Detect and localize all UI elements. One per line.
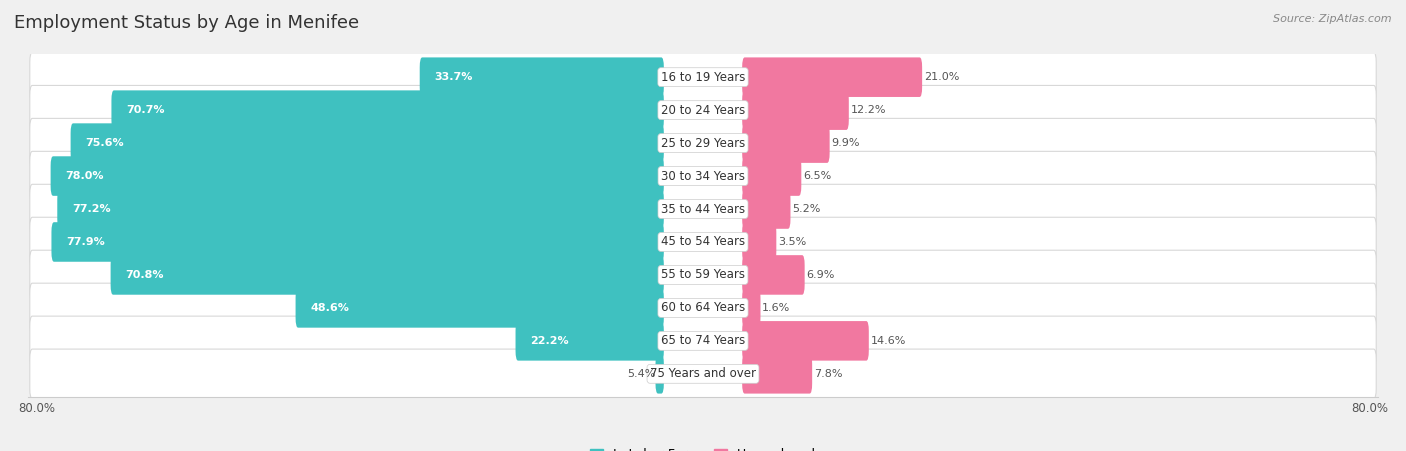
FancyBboxPatch shape: [30, 184, 1376, 234]
FancyBboxPatch shape: [30, 349, 1376, 399]
Text: 3.5%: 3.5%: [778, 237, 806, 247]
FancyBboxPatch shape: [70, 123, 664, 163]
FancyBboxPatch shape: [30, 52, 1376, 102]
Text: 75.6%: 75.6%: [86, 138, 124, 148]
FancyBboxPatch shape: [742, 288, 761, 328]
FancyBboxPatch shape: [30, 250, 1376, 299]
FancyBboxPatch shape: [742, 189, 790, 229]
Text: 75 Years and over: 75 Years and over: [650, 367, 756, 380]
Text: 5.2%: 5.2%: [792, 204, 821, 214]
Text: 65 to 74 Years: 65 to 74 Years: [661, 334, 745, 347]
FancyBboxPatch shape: [30, 217, 1376, 267]
Text: 14.6%: 14.6%: [870, 336, 905, 346]
Text: 48.6%: 48.6%: [311, 303, 350, 313]
Text: 20 to 24 Years: 20 to 24 Years: [661, 104, 745, 117]
FancyBboxPatch shape: [742, 123, 830, 163]
Text: 45 to 54 Years: 45 to 54 Years: [661, 235, 745, 249]
FancyBboxPatch shape: [742, 222, 776, 262]
FancyBboxPatch shape: [58, 189, 664, 229]
Text: 22.2%: 22.2%: [530, 336, 569, 346]
FancyBboxPatch shape: [52, 222, 664, 262]
Text: Employment Status by Age in Menifee: Employment Status by Age in Menifee: [14, 14, 359, 32]
Text: 16 to 19 Years: 16 to 19 Years: [661, 71, 745, 84]
Text: 12.2%: 12.2%: [851, 105, 886, 115]
Text: 55 to 59 Years: 55 to 59 Years: [661, 268, 745, 281]
Text: 70.8%: 70.8%: [125, 270, 165, 280]
FancyBboxPatch shape: [655, 354, 664, 394]
Text: Source: ZipAtlas.com: Source: ZipAtlas.com: [1274, 14, 1392, 23]
FancyBboxPatch shape: [516, 321, 664, 361]
FancyBboxPatch shape: [742, 57, 922, 97]
Text: 7.8%: 7.8%: [814, 369, 842, 379]
FancyBboxPatch shape: [742, 156, 801, 196]
Legend: In Labor Force, Unemployed: In Labor Force, Unemployed: [585, 443, 821, 451]
Text: 5.4%: 5.4%: [627, 369, 655, 379]
FancyBboxPatch shape: [420, 57, 664, 97]
Text: 1.6%: 1.6%: [762, 303, 790, 313]
Text: 78.0%: 78.0%: [66, 171, 104, 181]
FancyBboxPatch shape: [30, 118, 1376, 168]
Text: 60 to 64 Years: 60 to 64 Years: [661, 301, 745, 314]
FancyBboxPatch shape: [30, 152, 1376, 201]
Text: 77.2%: 77.2%: [72, 204, 111, 214]
Text: 25 to 29 Years: 25 to 29 Years: [661, 137, 745, 150]
Text: 70.7%: 70.7%: [127, 105, 165, 115]
Text: 6.5%: 6.5%: [803, 171, 831, 181]
FancyBboxPatch shape: [111, 90, 664, 130]
Text: 33.7%: 33.7%: [434, 72, 472, 82]
Text: 21.0%: 21.0%: [924, 72, 959, 82]
FancyBboxPatch shape: [30, 85, 1376, 135]
FancyBboxPatch shape: [295, 288, 664, 328]
FancyBboxPatch shape: [742, 90, 849, 130]
FancyBboxPatch shape: [111, 255, 664, 295]
FancyBboxPatch shape: [742, 255, 804, 295]
FancyBboxPatch shape: [30, 316, 1376, 366]
Text: 35 to 44 Years: 35 to 44 Years: [661, 202, 745, 216]
FancyBboxPatch shape: [51, 156, 664, 196]
FancyBboxPatch shape: [742, 354, 813, 394]
Text: 30 to 34 Years: 30 to 34 Years: [661, 170, 745, 183]
Text: 6.9%: 6.9%: [806, 270, 835, 280]
FancyBboxPatch shape: [30, 283, 1376, 333]
Text: 9.9%: 9.9%: [831, 138, 860, 148]
FancyBboxPatch shape: [742, 321, 869, 361]
Text: 77.9%: 77.9%: [66, 237, 105, 247]
